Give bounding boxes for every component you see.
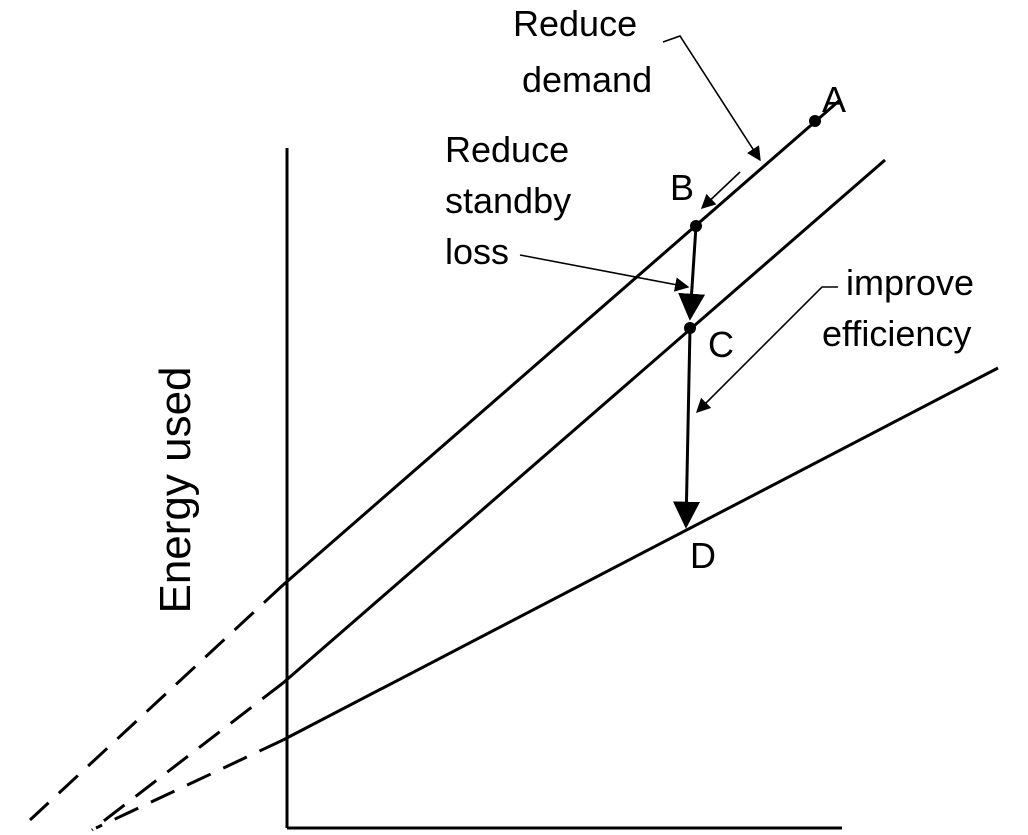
label-improve-efficiency: improve efficiency: [822, 262, 984, 354]
leader-arrow: [662, 35, 761, 162]
label-line: demand: [522, 59, 652, 100]
dashed-extension: [91, 681, 284, 832]
line-efficiency: [282, 366, 999, 742]
leader-arrow: [695, 286, 838, 414]
label-line: standby: [445, 180, 571, 221]
dashed-extension: [28, 583, 285, 822]
line-standby: [282, 158, 886, 685]
arrow-c-d: [672, 327, 700, 529]
label-line: improve: [846, 262, 974, 303]
leader-arrow: [700, 171, 741, 209]
label-d: D: [690, 535, 716, 576]
label-b: B: [670, 167, 694, 208]
label-reduce-demand: Reduce demand: [513, 3, 652, 100]
label-line: Reduce: [445, 129, 569, 170]
point-a: [809, 115, 821, 127]
label-reduce-standby: Reduce standby loss: [445, 129, 581, 272]
label-line: loss: [445, 231, 509, 272]
dashed-extension: [95, 738, 284, 830]
line-demand: [282, 98, 841, 587]
y-axis-label: Energy used: [151, 366, 200, 613]
arrow-b-c: [678, 225, 706, 321]
label-c: C: [708, 324, 734, 365]
label-a: A: [822, 79, 846, 120]
label-line: efficiency: [822, 313, 971, 354]
leader-arrow: [519, 254, 690, 292]
label-line: Reduce: [513, 3, 637, 44]
